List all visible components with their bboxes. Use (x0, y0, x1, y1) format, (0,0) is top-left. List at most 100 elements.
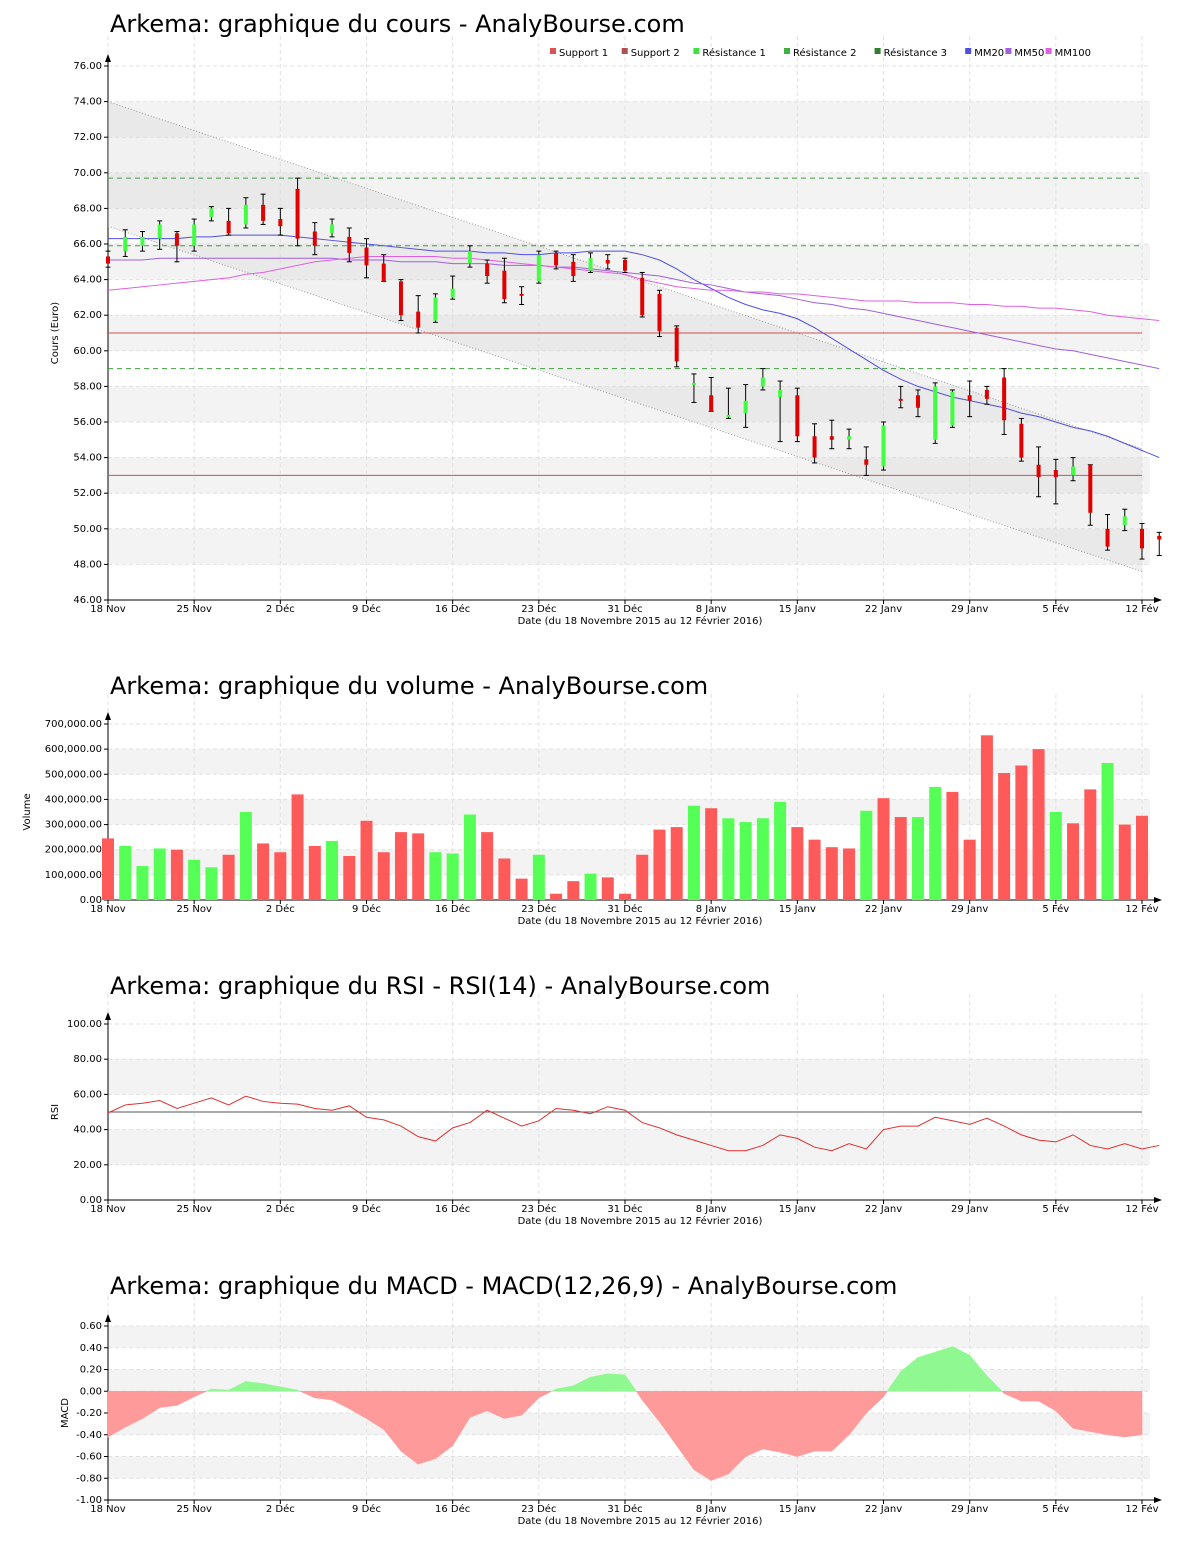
volume-chart-title: Arkema: graphique du volume - AnalyBours… (110, 672, 709, 700)
candle-body (1036, 464, 1041, 478)
x-tick-label: 12 Fév (1125, 603, 1158, 615)
candle-body (1071, 466, 1076, 476)
x-tick-label: 8 Janv (696, 904, 727, 915)
macd-area-positive (986, 1375, 1003, 1392)
volume-bar (498, 858, 511, 900)
volume-bar (843, 848, 856, 900)
macd-area-negative (831, 1390, 850, 1452)
x-tick-label: 23 Déc (521, 903, 556, 915)
x-tick-label: 16 Déc (435, 603, 470, 615)
candle (467, 245, 473, 268)
volume-bar (601, 877, 614, 900)
y-tick-label: 76.00 (73, 61, 102, 72)
candle-body (381, 263, 386, 282)
candle (277, 207, 283, 236)
macd-area-negative (299, 1390, 316, 1399)
candle (656, 289, 662, 338)
candle-body (950, 391, 955, 426)
x-axis-label: Date (du 18 Novembre 2015 au 12 Février … (518, 915, 763, 927)
candle-body (536, 254, 541, 282)
y-tick-label: 70.00 (73, 168, 102, 179)
volume-bar (205, 867, 218, 900)
x-tick-label: 9 Déc (352, 903, 381, 915)
macd-area-positive (952, 1346, 970, 1392)
candle (794, 387, 800, 443)
x-tick-label: 22 Janv (865, 604, 902, 615)
y-tick-label: 58.00 (73, 381, 102, 392)
volume-bar (946, 791, 959, 900)
y-tick-label: 50.00 (73, 524, 102, 535)
y-tick-label: 0.00 (80, 895, 102, 906)
volume-bar (360, 820, 373, 900)
legend-entry: Support 1 (559, 48, 608, 59)
x-tick-label: 12 Fév (1125, 1203, 1158, 1215)
macd-chart: -1.00 -0.80 -0.60 -0.40 -0.20 0.00 0.20 0.40 0.6… (60, 1296, 1162, 1527)
candle-body (106, 256, 110, 264)
x-tick-label: 29 Janv (951, 904, 988, 915)
x-tick-label: 5 Fév (1042, 1503, 1069, 1515)
y-tick-label: -0.20 (76, 1408, 102, 1419)
y-tick-label: 20.00 (73, 1160, 102, 1171)
series-mm20 (108, 234, 1160, 459)
macd-area-negative (1124, 1390, 1143, 1438)
candle-body (760, 377, 765, 387)
y-tick-label: 62.00 (73, 310, 102, 321)
volume-bar (567, 881, 580, 900)
volume-bar (446, 853, 459, 900)
x-tick-label: 25 Nov (176, 604, 212, 615)
candle (760, 368, 766, 391)
candle-body (933, 386, 938, 440)
legend-entry: MM100 (1055, 48, 1091, 59)
macd-area-positive (607, 1373, 626, 1392)
grid-band (108, 1129, 1150, 1165)
candle (329, 218, 335, 238)
x-tick-label: 23 Déc (521, 1503, 556, 1515)
volume-bar (291, 794, 304, 900)
grid-band (108, 101, 1150, 138)
candle-body (123, 236, 128, 252)
y-tick-label: 46.00 (73, 595, 102, 606)
volume-bar (980, 735, 993, 900)
volume-bar (705, 808, 718, 900)
candle (570, 254, 576, 282)
volume-bar (136, 866, 149, 900)
volume-bar (825, 847, 838, 900)
legend-swatch (1005, 48, 1012, 54)
x-tick-label: 12 Fév (1125, 903, 1158, 915)
candle (501, 257, 507, 304)
x-tick-label: 25 Nov (176, 904, 212, 915)
macd-area-positive (624, 1373, 637, 1392)
candle-body (502, 270, 507, 300)
x-axis-label: Date (du 18 Novembre 2015 au 12 Février … (518, 1215, 763, 1227)
candle-body (605, 260, 610, 264)
y-tick-label: 200,000.00 (45, 845, 102, 856)
candle (139, 231, 145, 252)
candle-body (623, 260, 627, 271)
candle (450, 275, 456, 300)
candle-body (881, 425, 886, 467)
volume-bar (1136, 815, 1148, 900)
candle-body (778, 389, 783, 398)
candle-body (795, 395, 800, 437)
candle (208, 206, 214, 222)
candle (1001, 368, 1007, 435)
x-tick-label: 2 Déc (266, 1503, 295, 1515)
candle-body (847, 436, 852, 440)
macd-area-negative (1021, 1390, 1039, 1402)
candle (949, 389, 955, 428)
candle (984, 385, 990, 405)
x-tick-label: 9 Déc (352, 1203, 381, 1215)
candle-body (1140, 528, 1144, 549)
candle (312, 222, 318, 256)
candle-body (1105, 528, 1110, 547)
candle-body (347, 236, 352, 253)
candle-body (1122, 516, 1127, 526)
volume-bar (239, 812, 252, 900)
candle (364, 238, 369, 279)
macd-area-negative (762, 1390, 781, 1453)
x-tick-label: 18 Nov (90, 904, 126, 915)
grid-band (108, 244, 1150, 280)
candle-body (140, 236, 145, 246)
x-tick-label: 23 Déc (521, 603, 556, 615)
candle-body (915, 395, 920, 408)
